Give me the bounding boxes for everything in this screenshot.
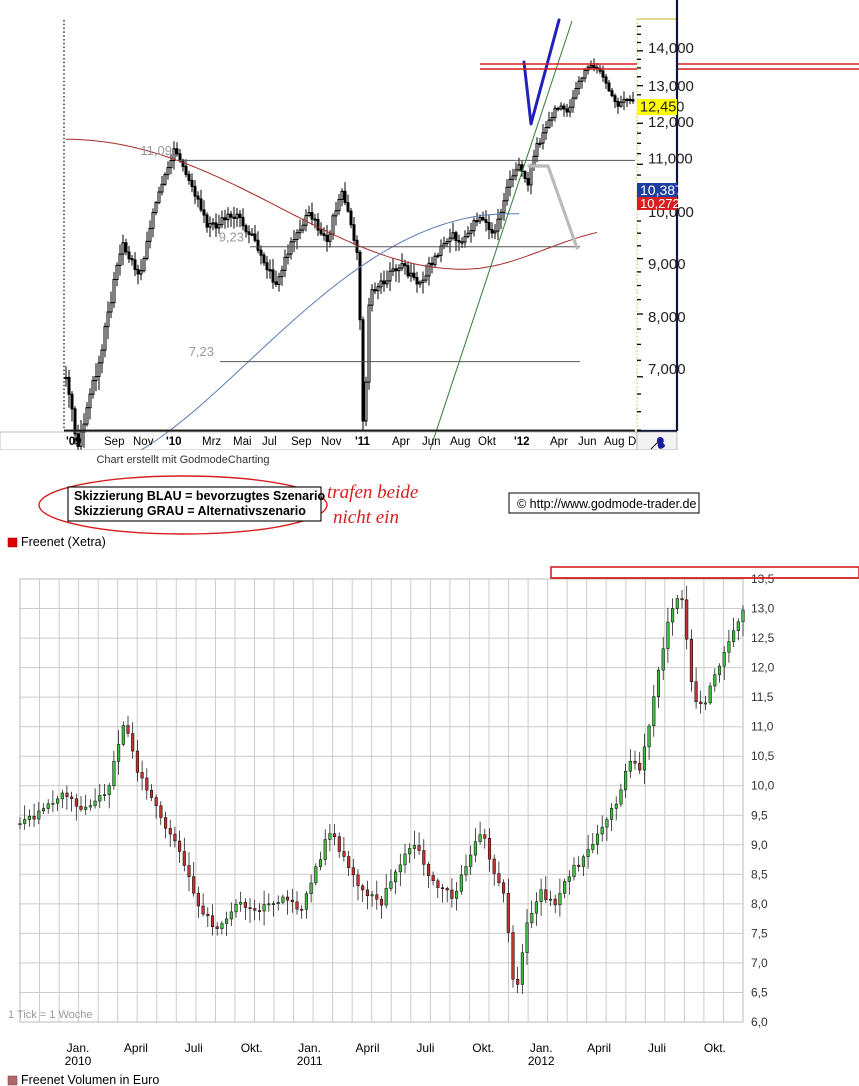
svg-text:Mrz: Mrz: [202, 436, 221, 448]
svg-text:13,0: 13,0: [751, 602, 775, 616]
svg-text:Skizzierung BLAU = bevorzugtes: Skizzierung BLAU = bevorzugtes Szenario: [74, 489, 325, 503]
svg-text:6,5: 6,5: [751, 986, 768, 1000]
svg-text:Jan.: Jan.: [530, 1041, 553, 1055]
svg-text:13,5: 13,5: [751, 572, 775, 586]
svg-text:nicht ein: nicht ein: [333, 507, 399, 528]
svg-text:Jun: Jun: [578, 436, 597, 448]
svg-text:Juli: Juli: [185, 1041, 203, 1055]
svg-text:10,5: 10,5: [751, 749, 775, 763]
svg-text:Jul: Jul: [262, 436, 277, 448]
svg-text:'10: '10: [166, 436, 182, 448]
svg-text:1 Tick = 1 Woche: 1 Tick = 1 Woche: [8, 1009, 92, 1021]
svg-text:Nov: Nov: [133, 436, 154, 448]
svg-text:13,000: 13,000: [648, 78, 694, 95]
svg-text:Sep: Sep: [104, 436, 124, 448]
svg-text:Jan.: Jan.: [67, 1041, 90, 1055]
svg-text:7,0: 7,0: [751, 956, 768, 970]
svg-text:11,0: 11,0: [751, 720, 774, 734]
svg-text:7,000: 7,000: [648, 361, 686, 378]
svg-text:8,000: 8,000: [648, 309, 686, 326]
svg-text:April: April: [587, 1041, 611, 1055]
svg-text:8,5: 8,5: [751, 867, 768, 881]
svg-text:'11: '11: [355, 436, 370, 448]
svg-text:'12: '12: [514, 436, 530, 448]
svg-text:10,272: 10,272: [640, 196, 680, 211]
svg-text:April: April: [124, 1041, 148, 1055]
svg-text:Apr: Apr: [392, 436, 410, 448]
svg-text:Mai: Mai: [233, 436, 252, 448]
svg-text:Jan.: Jan.: [298, 1041, 321, 1055]
svg-text:Sep: Sep: [291, 436, 311, 448]
svg-text:Nov: Nov: [321, 436, 342, 448]
svg-text:Okt.: Okt.: [472, 1041, 494, 1055]
svg-text:6,0: 6,0: [751, 1015, 768, 1029]
svg-text:2011: 2011: [297, 1054, 323, 1068]
svg-text:'09: '09: [66, 436, 82, 448]
svg-text:9,0: 9,0: [751, 838, 768, 852]
svg-text:9,23: 9,23: [219, 230, 244, 245]
svg-text:Juli: Juli: [416, 1041, 434, 1055]
svg-text:Aug: Aug: [604, 436, 624, 448]
svg-text:Okt.: Okt.: [704, 1041, 726, 1055]
svg-text:trafen beide: trafen beide: [327, 482, 418, 503]
svg-text:Apr: Apr: [550, 436, 568, 448]
svg-text:8,0: 8,0: [751, 897, 768, 911]
svg-text:12,0: 12,0: [751, 661, 775, 675]
svg-text:12,5: 12,5: [751, 631, 775, 645]
svg-text:9,000: 9,000: [648, 256, 686, 273]
svg-text:April: April: [355, 1041, 379, 1055]
svg-text:Juli: Juli: [648, 1041, 666, 1055]
svg-text:12,000: 12,000: [648, 114, 694, 131]
svg-text:11,000: 11,000: [648, 151, 693, 168]
svg-text:Skizzierung GRAU = Alternativs: Skizzierung GRAU = Alternativszenario: [74, 504, 306, 518]
svg-text:11,5: 11,5: [751, 690, 774, 704]
svg-text:Chart erstellt mit GodmodeChar: Chart erstellt mit GodmodeCharting: [96, 454, 269, 466]
svg-text:10,0: 10,0: [751, 779, 775, 793]
svg-text:Freenet Volumen in Euro: Freenet Volumen in Euro: [21, 1073, 159, 1086]
svg-text:12,450: 12,450: [640, 100, 684, 116]
svg-text:2012: 2012: [528, 1054, 555, 1068]
svg-text:14,000: 14,000: [648, 40, 694, 57]
svg-text:11,09: 11,09: [140, 143, 172, 158]
svg-text:7,23: 7,23: [189, 344, 214, 359]
svg-text:Jun: Jun: [422, 436, 441, 448]
svg-text:9,5: 9,5: [751, 808, 768, 822]
svg-text:Okt.: Okt.: [241, 1041, 263, 1055]
svg-text:7,5: 7,5: [751, 926, 768, 940]
svg-text:Aug: Aug: [450, 436, 470, 448]
svg-text:2010: 2010: [65, 1054, 92, 1068]
svg-text:Okt: Okt: [478, 436, 497, 448]
svg-text:© http://www.godmode-trader.de: © http://www.godmode-trader.de: [517, 497, 696, 511]
